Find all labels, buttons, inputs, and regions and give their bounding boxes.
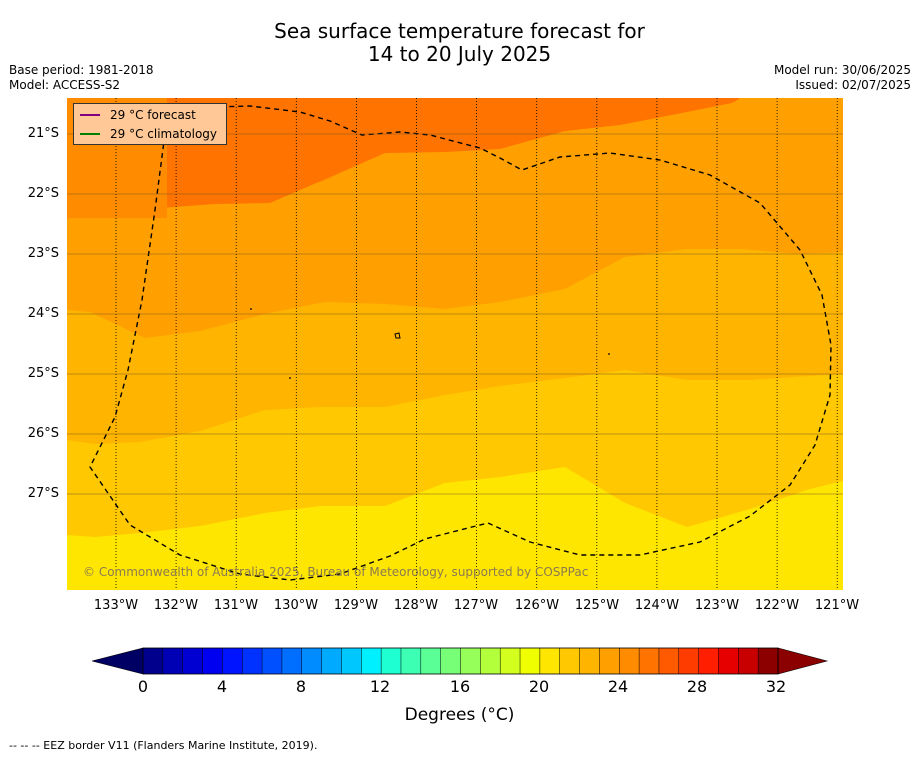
colorbar-swatch — [222, 648, 243, 674]
lon-label: 121°W — [814, 598, 860, 613]
colorbar-swatch — [678, 648, 699, 674]
eez-border-line — [89, 105, 832, 581]
model-name: Model: ACCESS-S2 — [9, 78, 121, 92]
colorbar-swatch — [758, 648, 779, 674]
colorbar-swatch — [619, 648, 640, 674]
colorbar-low-extension — [91, 647, 144, 675]
lat-label: 22°S — [27, 186, 59, 201]
colorbar-tick-label: 0 — [137, 677, 149, 696]
colorbar-tick-label: 24 — [607, 677, 629, 696]
legend-climatology-label: 29 °C climatology — [110, 127, 218, 141]
lon-label: 130°W — [273, 598, 319, 613]
colorbar-swatch — [202, 648, 223, 674]
colorbar-swatch — [381, 648, 402, 674]
colorbar-tick-label: 4 — [216, 677, 228, 696]
forecast-line-swatch — [80, 114, 100, 116]
lon-label: 124°W — [634, 598, 680, 613]
title-line-1: Sea surface temperature forecast for — [274, 19, 645, 43]
lon-label: 122°W — [754, 598, 800, 613]
colorbar-swatch — [162, 648, 183, 674]
title-line-2: 14 to 20 July 2025 — [367, 42, 552, 66]
colorbar-swatch — [143, 648, 164, 674]
colorbar-swatch — [341, 648, 362, 674]
island — [289, 377, 291, 379]
band-red-orange — [160, 98, 740, 208]
colorbar-tick-label: 8 — [295, 677, 307, 696]
colorbar-swatch — [698, 648, 719, 674]
colorbar-swatch — [242, 648, 263, 674]
colorbar-tick-label: 32 — [765, 677, 787, 696]
lon-label: 129°W — [333, 598, 379, 613]
lat-label: 21°S — [27, 126, 59, 141]
lat-label: 24°S — [27, 306, 59, 321]
colorbar-tick-label: 16 — [449, 677, 471, 696]
colorbar-high-extension — [777, 647, 829, 675]
colorbar-swatch — [262, 648, 283, 674]
colorbar-swatch — [400, 648, 422, 674]
lon-label: 125°W — [574, 598, 620, 613]
legend-climatology: 29 °C climatology — [80, 126, 217, 142]
colorbar-swatch — [321, 648, 342, 674]
colorbar-swatch — [480, 648, 501, 674]
colorbar-outline — [142, 647, 779, 675]
map-legend: 29 °C forecast 29 °C climatology — [73, 103, 227, 145]
colorbar — [91, 647, 829, 675]
colorbar-swatch — [639, 648, 660, 674]
lat-label: 23°S — [27, 246, 59, 261]
lon-label: 126°W — [514, 598, 560, 613]
lat-label: 25°S — [27, 366, 59, 381]
graticule — [67, 98, 843, 590]
colorbar-swatch — [301, 648, 322, 674]
lon-label: 131°W — [213, 598, 259, 613]
colorbar-swatch — [361, 648, 382, 674]
island — [250, 308, 252, 310]
lon-label: 127°W — [453, 598, 499, 613]
colorbar-swatch — [738, 648, 759, 674]
base-period: Base period: 1981-2018 — [9, 63, 154, 77]
colorbar-tick-label: 28 — [686, 677, 708, 696]
colorbar-label: Degrees (°C) — [404, 705, 515, 725]
model-run: Model run: 30/06/2025 — [773, 63, 911, 77]
lat-label: 26°S — [27, 426, 59, 441]
colorbar-swatch — [520, 648, 541, 674]
copyright-notice: © Commonwealth of Australia 2025, Bureau… — [83, 565, 589, 579]
island — [608, 353, 610, 355]
temperature-bands — [67, 98, 843, 590]
lat-label: 27°S — [27, 486, 59, 501]
colorbar-swatch — [599, 648, 620, 674]
lon-label: 132°W — [153, 598, 199, 613]
colorbar-tick-label: 12 — [369, 677, 391, 696]
lon-label: 133°W — [93, 598, 139, 613]
eez-footnote: -- -- -- EEZ border V11 (Flanders Marine… — [9, 739, 318, 752]
colorbar-swatch — [460, 648, 481, 674]
eez-border — [89, 105, 832, 581]
colorbar-swatch — [182, 648, 203, 674]
colorbar-swatch — [281, 648, 303, 674]
colorbar-swatch — [420, 648, 441, 674]
legend-forecast-label: 29 °C forecast — [110, 108, 196, 122]
lon-label: 128°W — [393, 598, 439, 613]
lon-label: 123°W — [694, 598, 740, 613]
colorbar-swatch — [579, 648, 600, 674]
colorbar-swatch — [718, 648, 739, 674]
climatology-line-swatch — [80, 133, 100, 135]
colorbar-swatch — [440, 648, 461, 674]
island — [394, 332, 401, 339]
colorbar-swatch — [539, 648, 561, 674]
colorbar-tick-label: 20 — [528, 677, 550, 696]
colorbar-swatch — [658, 648, 680, 674]
colorbar-swatch — [559, 648, 580, 674]
legend-forecast: 29 °C forecast — [80, 107, 196, 123]
issued-date: Issued: 02/07/2025 — [795, 78, 911, 92]
colorbar-swatch — [500, 648, 521, 674]
